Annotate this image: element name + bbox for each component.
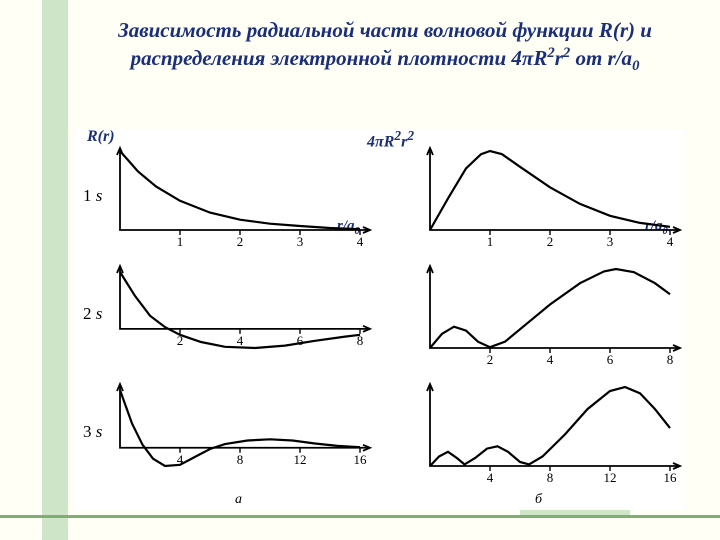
svg-text:4: 4 [547, 352, 554, 367]
svg-text:8: 8 [667, 352, 674, 367]
svg-text:16: 16 [664, 470, 678, 485]
svg-text:1: 1 [487, 234, 494, 249]
bottom-green-line [0, 515, 720, 518]
plot-0-0: 1 2 3 4 [115, 148, 370, 251]
left-accent-bar [42, 0, 68, 540]
svg-text:1: 1 [177, 234, 184, 249]
svg-text:16: 16 [354, 452, 368, 467]
plot-2-0: 481216 [115, 384, 370, 487]
right-column-ylabel: 4πR2r2 [367, 128, 414, 151]
plot-1-1: 2 4 6 8 [425, 266, 680, 369]
svg-text:4: 4 [667, 234, 674, 249]
svg-text:12: 12 [294, 452, 307, 467]
orbital-label-2: 3 s [83, 422, 102, 442]
svg-text:6: 6 [297, 333, 304, 348]
left-column-ylabel: R(r) [87, 128, 115, 146]
svg-text:4: 4 [237, 333, 244, 348]
svg-text:4: 4 [357, 234, 364, 249]
svg-text:3: 3 [297, 234, 304, 249]
svg-text:12: 12 [604, 470, 617, 485]
orbital-label-1: 2 s [83, 304, 102, 324]
orbital-label-0: 1 s [83, 186, 102, 206]
svg-text:2: 2 [547, 234, 554, 249]
chart-panel: R(r) 4πR2r2 r/a0 r/a0 а б 12341 s1234246… [75, 130, 685, 510]
svg-text:2: 2 [487, 352, 494, 367]
plot-1-0: 2468 [115, 266, 370, 369]
plot-0-1: 1 2 3 4 [425, 148, 680, 251]
svg-text:2: 2 [237, 234, 244, 249]
svg-text:8: 8 [237, 452, 244, 467]
svg-text:4: 4 [487, 470, 494, 485]
svg-text:8: 8 [547, 470, 554, 485]
svg-text:3: 3 [607, 234, 614, 249]
svg-text:6: 6 [607, 352, 614, 367]
column-a-label: а [235, 492, 242, 508]
column-b-label: б [535, 492, 542, 508]
page-title: Зависимость радиальной части волновой фу… [90, 16, 680, 77]
plot-2-1: 4 8 12 16 [425, 384, 680, 487]
